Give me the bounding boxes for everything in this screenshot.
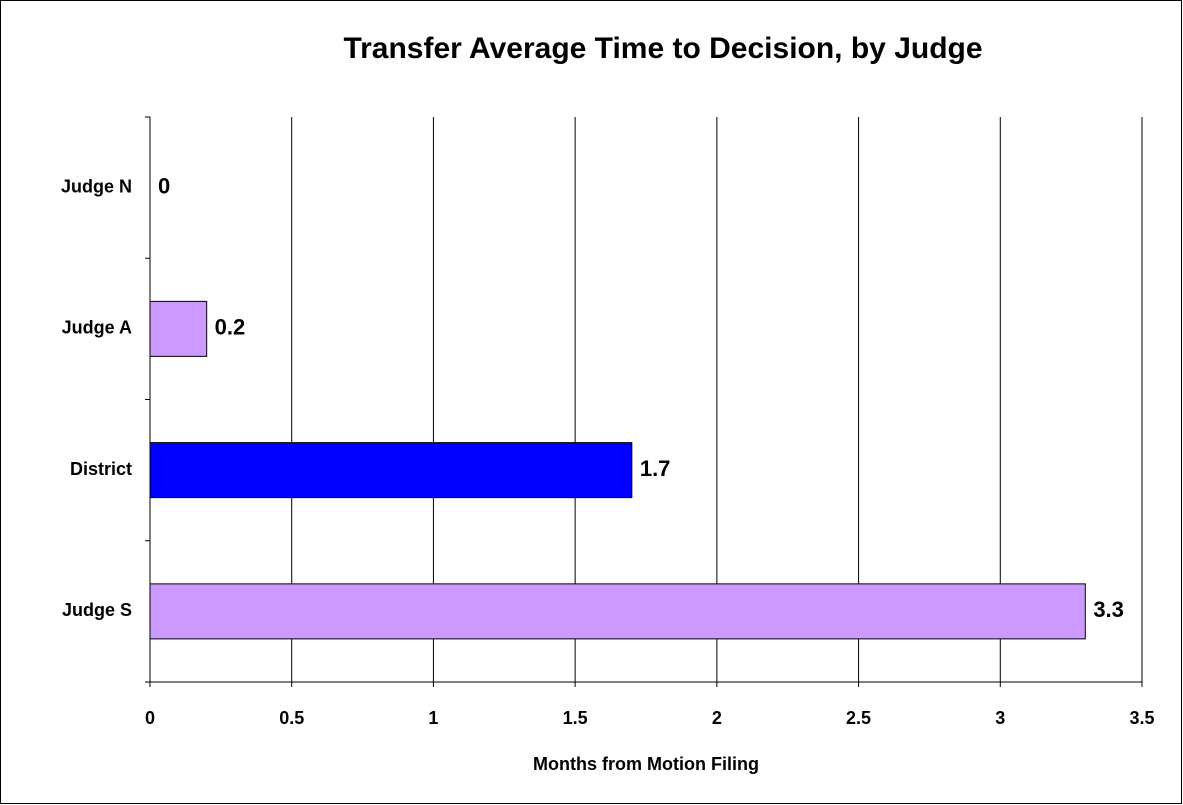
x-axis-label: Months from Motion Filing xyxy=(533,754,759,774)
x-tick-label: 1.5 xyxy=(563,708,588,728)
y-tick-label: Judge A xyxy=(62,318,132,338)
x-tick-label: 0.5 xyxy=(279,708,304,728)
x-tick-label: 3 xyxy=(995,708,1005,728)
chart-title: Transfer Average Time to Decision, by Ju… xyxy=(343,32,982,65)
x-tick-label: 2.5 xyxy=(846,708,871,728)
data-label: 0 xyxy=(158,173,170,198)
bar xyxy=(149,300,208,357)
y-tick-label: District xyxy=(70,459,132,479)
x-tick-label: 1 xyxy=(428,708,438,728)
data-label: 0.2 xyxy=(215,315,246,340)
x-tick-label: 0 xyxy=(145,708,155,728)
y-tick-label: Judge S xyxy=(62,600,132,620)
x-tick-label: 2 xyxy=(712,708,722,728)
bar xyxy=(149,583,1086,640)
y-tick-label: Judge N xyxy=(61,176,132,196)
data-label: 1.7 xyxy=(640,456,671,481)
bar xyxy=(149,442,633,499)
x-tick-label: 3.5 xyxy=(1129,708,1154,728)
data-label: 3.3 xyxy=(1093,597,1124,622)
